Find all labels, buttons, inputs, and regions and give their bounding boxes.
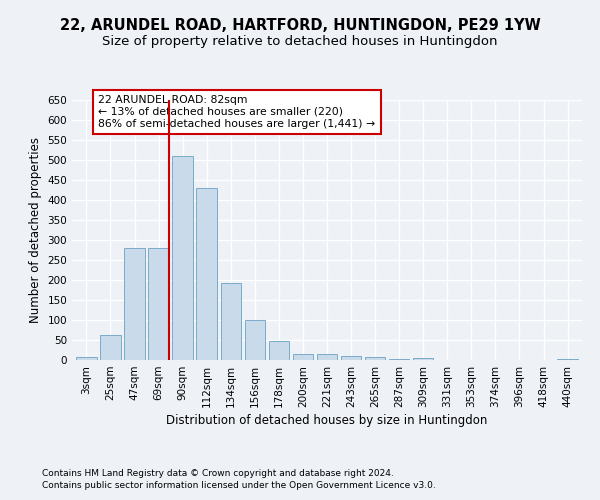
Y-axis label: Number of detached properties: Number of detached properties (29, 137, 42, 323)
Bar (317, 354, 337, 360)
Bar (100, 335, 121, 360)
Bar (389, 359, 409, 360)
X-axis label: Distribution of detached houses by size in Huntingdon: Distribution of detached houses by size … (166, 414, 488, 427)
Bar (245, 320, 265, 360)
Bar (221, 283, 241, 360)
Bar (148, 248, 169, 360)
Text: 22, ARUNDEL ROAD, HARTFORD, HUNTINGDON, PE29 1YW: 22, ARUNDEL ROAD, HARTFORD, HUNTINGDON, … (59, 18, 541, 32)
Bar (76, 357, 97, 360)
Bar (269, 341, 289, 360)
Bar (196, 188, 217, 360)
Bar (341, 356, 361, 360)
Bar (124, 248, 145, 360)
Text: Contains public sector information licensed under the Open Government Licence v3: Contains public sector information licen… (42, 481, 436, 490)
Text: 22 ARUNDEL ROAD: 82sqm
← 13% of detached houses are smaller (220)
86% of semi-de: 22 ARUNDEL ROAD: 82sqm ← 13% of detached… (98, 96, 376, 128)
Bar (365, 357, 385, 360)
Text: Contains HM Land Registry data © Crown copyright and database right 2024.: Contains HM Land Registry data © Crown c… (42, 468, 394, 477)
Bar (557, 359, 578, 360)
Bar (172, 156, 193, 360)
Text: Size of property relative to detached houses in Huntingdon: Size of property relative to detached ho… (102, 35, 498, 48)
Bar (413, 358, 433, 360)
Bar (293, 354, 313, 360)
